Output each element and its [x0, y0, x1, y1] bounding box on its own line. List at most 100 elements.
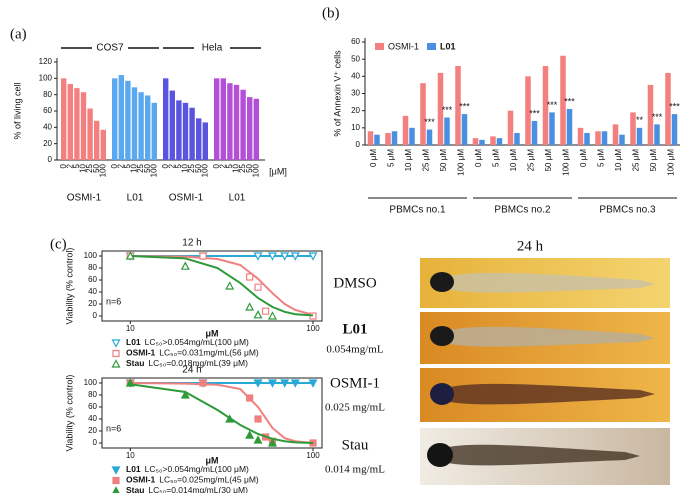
bar	[131, 87, 138, 160]
x-tick-label: 10 μM	[614, 149, 623, 172]
bar	[367, 131, 374, 145]
bar	[584, 132, 590, 145]
chart-title: 24 h	[182, 365, 201, 376]
x-tick-label: 25	[238, 163, 247, 172]
x-tick-label: 0 μM	[474, 149, 483, 167]
y-tick-label: 30	[351, 89, 360, 98]
y-tick-label: 40	[43, 122, 52, 131]
x-tick-label: 100	[306, 324, 320, 333]
bar	[220, 78, 226, 160]
photo-dose: 0.014 mg/mL	[325, 464, 385, 476]
y-tick-label: 0	[356, 140, 361, 149]
bar	[74, 88, 80, 160]
x-tick-label: 5 μM	[596, 149, 605, 167]
bar	[94, 120, 100, 160]
x-tick-label: 100 μM	[561, 149, 570, 176]
panel-label: (b)	[322, 5, 340, 21]
point	[180, 261, 190, 270]
group-label: OSMI-1	[169, 193, 204, 204]
bar	[566, 108, 573, 145]
legend-name: Stau	[126, 485, 144, 493]
legend-swatch	[375, 43, 384, 50]
point	[253, 310, 263, 319]
bar	[227, 83, 233, 160]
bar	[601, 131, 608, 145]
bar	[145, 95, 151, 160]
legend-marker	[111, 466, 121, 475]
group-label: PBMCs no.1	[389, 205, 446, 216]
y-tick-label: 40	[88, 414, 97, 423]
legend-label: LC₅₀>0.054mg/mL(100 μM)	[145, 464, 249, 474]
y-tick-label: 20	[88, 299, 97, 308]
bar	[496, 138, 503, 145]
x-tick-label: 100 μM	[456, 149, 465, 176]
bracket-gap	[194, 42, 230, 54]
legend-name: L01	[126, 464, 141, 474]
point	[267, 311, 277, 320]
x-tick-label: 0 μM	[579, 149, 588, 167]
y-tick-label: 0	[48, 155, 53, 164]
x-axis-label: μM	[205, 328, 218, 338]
x-tick-label: 10 μM	[509, 149, 518, 172]
chart-title: 12 h	[182, 238, 201, 249]
point	[309, 439, 317, 447]
legend-label: OSMI-1	[388, 41, 419, 51]
x-tick-label: 5	[225, 163, 234, 168]
x-tick-label: 2	[65, 163, 74, 168]
group-label: PBMCs no.2	[494, 205, 551, 216]
significance: **	[636, 115, 644, 125]
bar	[176, 100, 182, 160]
x-tick-label: 100	[306, 451, 320, 460]
x-tick-label: 50	[194, 163, 203, 172]
point	[245, 430, 255, 439]
bar	[490, 136, 496, 145]
point	[246, 273, 254, 281]
legend-name: Stau	[126, 358, 144, 368]
bar	[461, 114, 468, 145]
x-tick-label: 2	[218, 163, 227, 168]
bar	[444, 117, 450, 145]
bar	[240, 89, 246, 160]
legend-label: LC₅₀>0.054mg/mL(100 μM)	[145, 337, 249, 347]
bar	[247, 97, 253, 160]
significance: ***	[529, 108, 540, 118]
legend-marker	[112, 476, 120, 485]
x-tick-label: 10	[126, 451, 135, 460]
point	[125, 251, 135, 260]
bar	[202, 122, 208, 160]
significance: ***	[547, 100, 558, 110]
point	[267, 252, 277, 261]
y-tick-label: 100	[84, 378, 98, 387]
y-tick-label: 80	[43, 90, 52, 99]
photo	[420, 258, 670, 308]
bar	[402, 115, 409, 145]
legend-label: LC₅₀=0.025mg/mL(45 μM)	[159, 475, 259, 485]
point	[180, 390, 190, 399]
bar	[169, 90, 175, 160]
bar	[426, 129, 433, 145]
x-tick-label: 2	[116, 163, 125, 168]
bar	[507, 110, 514, 145]
x-tick-label: 10	[130, 163, 139, 172]
y-tick-label: 120	[39, 57, 53, 66]
group-label: PBMCs no.3	[599, 205, 656, 216]
y-axis-label: Viability (% control)	[64, 375, 74, 452]
y-tick-label: 100	[84, 251, 98, 260]
y-tick-label: 50	[351, 54, 360, 63]
bar	[455, 66, 461, 145]
legend-entry: L01 LC₅₀>0.054mg/mL(100 μM)	[126, 464, 249, 474]
photo-label: OSMI-1	[330, 375, 380, 391]
legend-entry: OSMI-1 LC₅₀=0.031mg/mL(56 μM)	[126, 348, 259, 358]
x-tick-label: 50 μM	[649, 149, 658, 172]
bar	[80, 92, 87, 160]
y-axis-label: % of living cell	[12, 82, 22, 139]
photo-dose: 0.054mg/mL	[326, 344, 383, 356]
x-tick-label: 5	[123, 163, 132, 168]
cell-line-label: COS7	[96, 43, 124, 54]
bar	[542, 66, 549, 145]
x-tick-label: 50 μM	[544, 149, 553, 172]
legend-label: LC₅₀=0.018mg/mL(39 μM)	[148, 358, 248, 368]
bar	[671, 114, 678, 145]
x-tick-label: 50	[245, 163, 254, 172]
group-label: L01	[127, 193, 144, 204]
